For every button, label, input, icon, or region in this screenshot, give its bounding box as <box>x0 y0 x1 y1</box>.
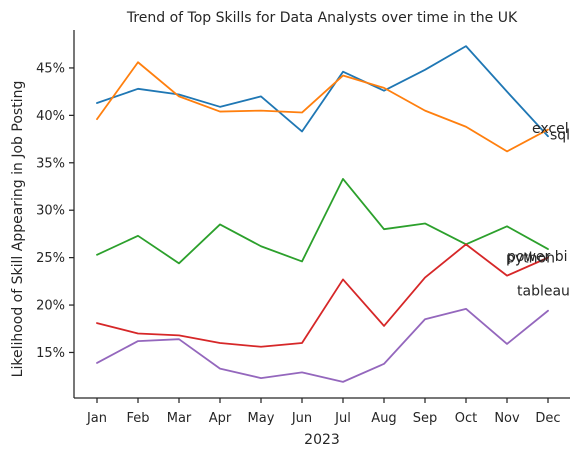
chart-title: Trend of Top Skills for Data Analysts ov… <box>126 10 518 26</box>
series-line-power-bi <box>96 178 549 265</box>
series-label-sql: sql <box>550 128 570 144</box>
series-line-tableau <box>96 307 549 383</box>
series-lines <box>96 45 549 383</box>
x-tick-label: Jul <box>334 411 351 426</box>
x-tick-label: Mar <box>167 411 192 426</box>
y-tick-label: 25% <box>36 251 65 266</box>
x-tick-label: Jun <box>291 411 312 426</box>
y-tick-label: 35% <box>36 156 65 171</box>
x-tick-label: Jan <box>86 411 107 426</box>
x-tick-label: Sep <box>413 411 438 426</box>
series-line-sql <box>96 61 549 153</box>
x-tick-label: Dec <box>535 411 560 426</box>
x-tick-label: Oct <box>455 411 477 426</box>
series-label-tableau: tableau <box>517 284 570 300</box>
series-label-power-bi: power bi <box>507 249 568 265</box>
y-tick-label: 15% <box>36 346 65 361</box>
series-line-python <box>96 243 549 348</box>
x-tick-label: Nov <box>494 411 520 426</box>
y-tick-label: 45% <box>36 61 65 76</box>
y-tick-label: 40% <box>36 109 65 124</box>
series-line-excel <box>96 45 549 138</box>
x-tick-label: May <box>248 411 275 426</box>
x-tick-label: Feb <box>126 411 149 426</box>
x-tick-label: Apr <box>209 411 232 426</box>
y-tick-label: 30% <box>36 204 65 219</box>
x-tick-label: Aug <box>371 411 396 426</box>
y-axis-label: Likelihood of Skill Appearing in Job Pos… <box>10 81 26 378</box>
x-axis: Jan Feb Mar Apr May Jun Jul Aug Sep Oct Nov Dec <box>86 398 561 426</box>
series-label-excel: excel <box>532 121 569 137</box>
series-label-python: python <box>506 251 555 267</box>
y-tick-label: 20% <box>36 299 65 314</box>
y-axis: 15% 20% 25% 30% 35% 40% 45% <box>36 61 74 361</box>
x-axis-label: 2023 <box>304 432 340 448</box>
